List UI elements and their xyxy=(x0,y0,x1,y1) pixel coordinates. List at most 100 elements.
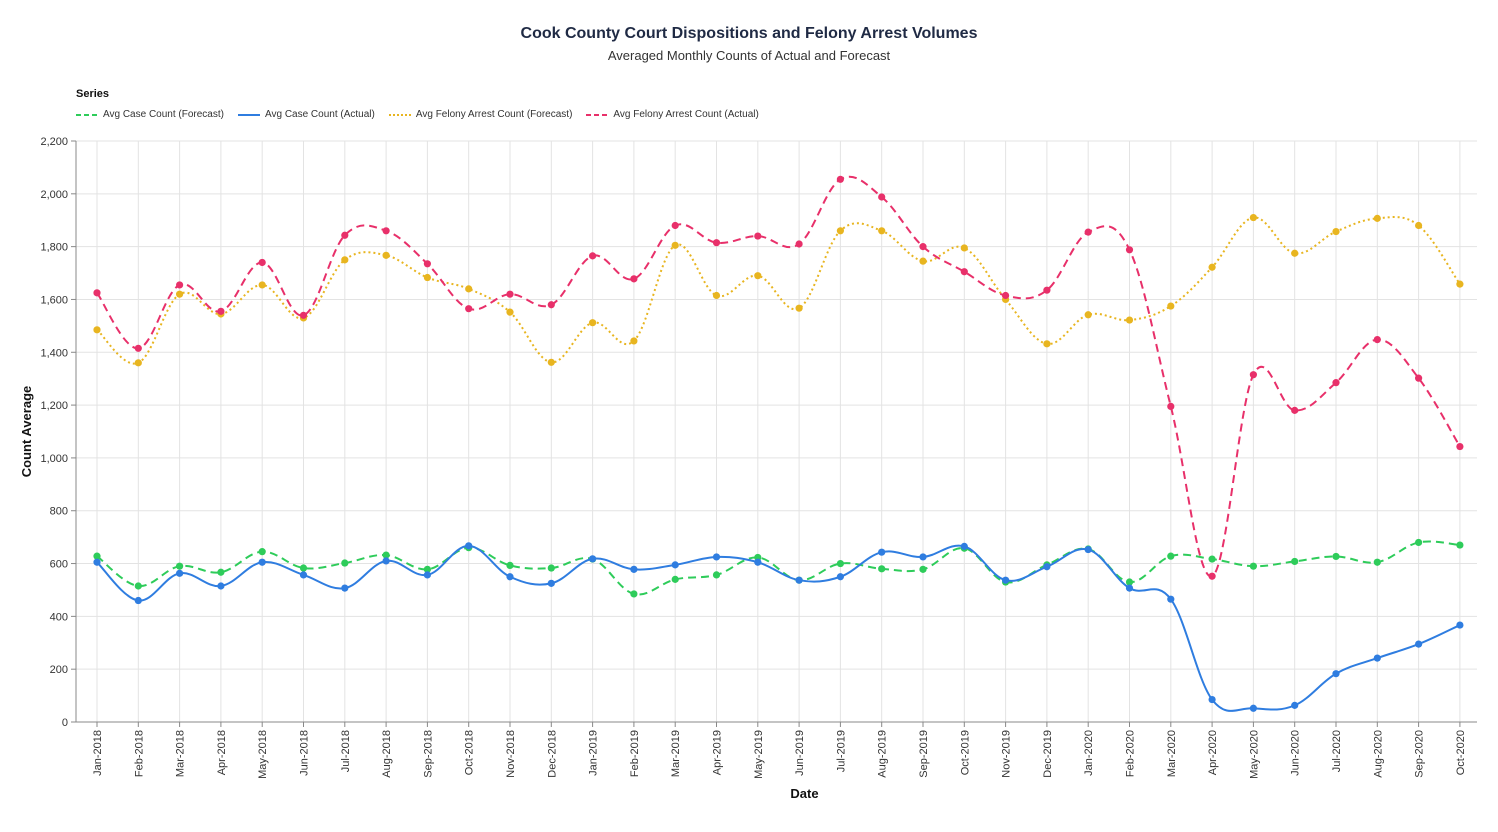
data-point-avg-case-count-actual xyxy=(382,557,390,565)
chart-title: Cook County Court Dispositions and Felon… xyxy=(520,25,978,42)
data-point-avg-felony-arrest-count-actual xyxy=(1249,371,1257,379)
legend-item-avg-felony-arrest-count-actual[interactable]: Avg Felony Arrest Count (Actual) xyxy=(586,109,759,120)
y-tick-label: 1,800 xyxy=(40,242,68,254)
data-point-avg-felony-arrest-count-actual xyxy=(589,252,597,260)
data-point-avg-case-count-actual xyxy=(134,596,142,605)
data-point-avg-case-count-forecast xyxy=(919,565,927,573)
data-point-avg-case-count-forecast xyxy=(1373,558,1381,566)
data-point-avg-felony-arrest-count-actual xyxy=(506,290,514,298)
data-point-avg-case-count-actual xyxy=(341,584,349,592)
data-point-avg-felony-arrest-count-forecast xyxy=(93,326,101,334)
data-point-avg-felony-arrest-count-actual xyxy=(1208,572,1216,580)
x-tick-label: Jul-2020 xyxy=(1331,730,1343,772)
x-tick-label: Mar-2018 xyxy=(175,730,187,777)
legend-item-avg-felony-arrest-count-forecast[interactable]: Avg Felony Arrest Count (Forecast) xyxy=(388,109,572,120)
data-point-avg-case-count-forecast xyxy=(547,564,555,572)
x-tick-label: Aug-2020 xyxy=(1372,730,1384,778)
data-point-avg-felony-arrest-count-actual xyxy=(465,305,473,313)
data-point-avg-case-count-forecast xyxy=(1249,562,1257,570)
data-point-avg-felony-arrest-count-forecast xyxy=(341,256,349,264)
data-point-avg-felony-arrest-count-actual xyxy=(1002,291,1010,300)
y-tick-label: 1,400 xyxy=(40,347,68,359)
data-point-avg-felony-arrest-count-actual xyxy=(547,301,555,309)
data-point-avg-case-count-actual xyxy=(93,558,101,566)
data-point-avg-case-count-actual xyxy=(465,542,473,550)
x-tick-label: Jan-2020 xyxy=(1083,730,1095,776)
x-tick-label: Feb-2019 xyxy=(629,730,641,777)
data-point-avg-felony-arrest-count-forecast xyxy=(589,319,597,327)
data-point-avg-felony-arrest-count-forecast xyxy=(919,257,927,265)
y-tick-label: 1,000 xyxy=(40,453,68,465)
data-point-avg-case-count-actual xyxy=(836,573,845,581)
data-point-avg-case-count-forecast xyxy=(176,562,184,570)
data-point-avg-felony-arrest-count-actual xyxy=(1415,374,1423,382)
data-point-avg-case-count-actual xyxy=(1291,701,1299,709)
x-tick-label: Nov-2018 xyxy=(505,730,517,778)
data-point-avg-felony-arrest-count-actual xyxy=(671,221,679,230)
x-tick-label: Dec-2018 xyxy=(546,730,558,778)
data-point-avg-felony-arrest-count-forecast xyxy=(1167,302,1175,310)
x-tick-label: May-2018 xyxy=(257,730,269,779)
data-point-avg-felony-arrest-count-actual xyxy=(960,268,968,276)
x-tick-label: Feb-2020 xyxy=(1125,730,1137,777)
y-tick-label: 2,200 xyxy=(40,136,68,148)
data-point-avg-case-count-forecast xyxy=(836,559,845,568)
data-point-avg-felony-arrest-count-actual xyxy=(919,243,927,251)
y-tick-label: 1,600 xyxy=(40,294,68,306)
data-point-avg-case-count-actual xyxy=(1084,545,1092,554)
data-point-avg-felony-arrest-count-forecast xyxy=(795,304,803,312)
data-point-avg-case-count-actual xyxy=(506,573,514,581)
data-point-avg-case-count-actual xyxy=(671,561,679,569)
legend-item-avg-case-count-forecast[interactable]: Avg Case Count (Forecast) xyxy=(76,109,224,120)
data-point-avg-felony-arrest-count-actual xyxy=(382,227,390,235)
data-point-avg-felony-arrest-count-forecast xyxy=(754,272,762,280)
data-point-avg-case-count-actual xyxy=(589,555,597,563)
x-tick-label: Jan-2019 xyxy=(588,730,600,776)
data-point-avg-case-count-forecast xyxy=(1415,538,1423,547)
data-point-avg-case-count-actual xyxy=(1249,704,1257,712)
data-point-avg-felony-arrest-count-actual xyxy=(1043,286,1051,294)
legend-swatch xyxy=(237,113,260,116)
data-point-avg-case-count-forecast xyxy=(878,565,886,573)
data-point-avg-felony-arrest-count-actual xyxy=(1373,335,1381,344)
data-point-avg-case-count-forecast xyxy=(382,551,390,559)
data-point-avg-felony-arrest-count-actual xyxy=(712,239,721,247)
data-point-avg-case-count-forecast xyxy=(1125,578,1134,586)
y-tick-label: 0 xyxy=(62,717,68,729)
data-point-avg-felony-arrest-count-actual xyxy=(1291,406,1299,414)
y-tick-label: 200 xyxy=(50,664,68,676)
data-point-avg-felony-arrest-count-actual xyxy=(341,231,349,239)
data-point-avg-felony-arrest-count-forecast xyxy=(547,358,555,366)
x-tick-label: Sep-2018 xyxy=(422,730,434,778)
data-point-avg-case-count-actual xyxy=(1167,595,1175,603)
data-point-avg-felony-arrest-count-forecast xyxy=(1084,311,1092,319)
legend-label: Avg Case Count (Forecast) xyxy=(103,109,224,120)
data-point-avg-case-count-actual xyxy=(1415,640,1423,648)
data-point-avg-case-count-forecast xyxy=(630,590,638,598)
data-point-avg-case-count-forecast xyxy=(1291,557,1299,566)
legend-label: Avg Case Count (Actual) xyxy=(264,109,375,120)
data-point-avg-case-count-actual xyxy=(1002,576,1010,584)
data-point-avg-felony-arrest-count-actual xyxy=(1332,379,1340,387)
x-tick-label: Jun-2019 xyxy=(794,730,806,776)
data-point-avg-felony-arrest-count-forecast xyxy=(134,359,142,367)
x-tick-label: Jun-2018 xyxy=(299,730,311,776)
data-point-avg-felony-arrest-count-forecast xyxy=(382,251,390,259)
data-point-avg-felony-arrest-count-actual xyxy=(1167,402,1175,411)
legend-item-avg-case-count-actual[interactable]: Avg Case Count (Actual) xyxy=(237,109,375,120)
data-point-avg-felony-arrest-count-actual xyxy=(795,240,803,248)
x-tick-label: Apr-2018 xyxy=(216,730,228,775)
x-tick-label: May-2020 xyxy=(1248,730,1260,779)
data-point-avg-felony-arrest-count-forecast xyxy=(465,285,473,293)
x-tick-label: Jan-2018 xyxy=(92,730,104,776)
data-point-avg-felony-arrest-count-actual xyxy=(93,289,101,297)
data-point-avg-case-count-actual xyxy=(1043,563,1051,571)
x-tick-label: Aug-2019 xyxy=(877,730,889,778)
data-point-avg-case-count-forecast xyxy=(712,571,721,579)
data-point-avg-case-count-forecast xyxy=(1332,552,1340,561)
data-point-avg-case-count-forecast xyxy=(217,568,225,576)
data-point-avg-case-count-actual xyxy=(1125,584,1134,592)
data-point-avg-case-count-actual xyxy=(712,553,721,561)
x-tick-label: Aug-2018 xyxy=(381,730,393,778)
legend-swatch xyxy=(76,113,98,116)
